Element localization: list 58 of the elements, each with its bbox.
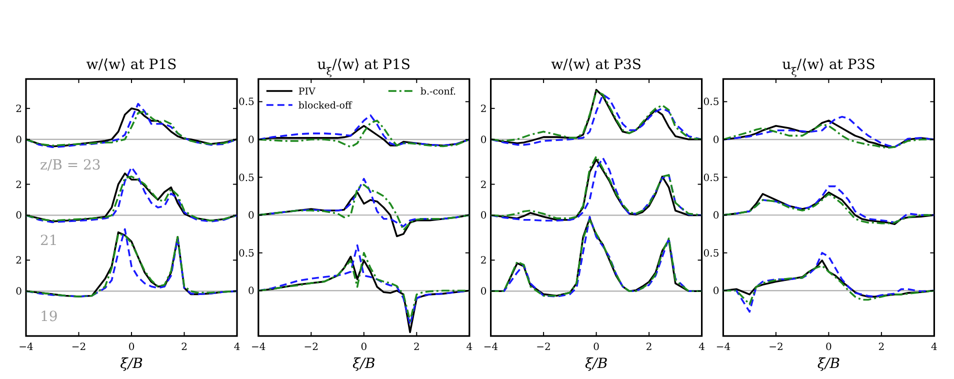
x-tick-label: −4 — [716, 342, 731, 353]
x-axis-title: ξ/B — [584, 356, 608, 372]
legend-label: b.-conf. — [420, 86, 456, 98]
x-tick-label: 2 — [646, 342, 652, 353]
x-tick-label: 0 — [826, 342, 832, 353]
y-tick-label: 0.5 — [238, 248, 254, 260]
x-tick-label: 0 — [128, 342, 135, 353]
x-tick-label: −4 — [483, 342, 498, 353]
x-tick-label: 4 — [234, 342, 240, 353]
x-tick-label: −2 — [71, 342, 86, 353]
x-tick-label: 4 — [466, 342, 473, 353]
y-tick-label: 0 — [16, 286, 22, 298]
annotation: 19 — [40, 309, 58, 325]
y-tick-label: 0.5 — [703, 172, 720, 184]
x-axis-title: ξ/B — [120, 356, 143, 372]
x-tick-label: 4 — [698, 342, 705, 353]
chart-title: w/⟨w⟩ at P3S — [551, 57, 642, 73]
annotation: 21 — [40, 233, 58, 250]
x-tick-label: 2 — [181, 342, 188, 353]
x-axis-title: ξ/B — [817, 356, 840, 372]
annotation: z/B = 23 — [40, 157, 101, 174]
x-tick-label: −4 — [18, 342, 34, 353]
legend-label: PIV — [298, 86, 316, 98]
y-tick-label: 0 — [480, 210, 487, 222]
y-tick-label: 0 — [712, 286, 720, 298]
x-axis-title: ξ/B — [352, 356, 376, 372]
y-tick-label: 0 — [480, 134, 487, 146]
x-tick-label: 0 — [360, 342, 368, 353]
y-tick-label: 0 — [248, 286, 254, 298]
y-tick-label: 0 — [248, 210, 254, 222]
legend-label: blocked-off — [298, 100, 353, 112]
y-tick-label: 0 — [16, 210, 22, 222]
y-tick-label: 0.5 — [238, 172, 254, 184]
y-tick-label: 0.5 — [703, 97, 720, 108]
x-tick-label: 2 — [413, 342, 420, 353]
y-tick-label: 2 — [16, 180, 22, 191]
chart-title: u$_{ξ}$/⟨w⟩ at P1S — [317, 57, 411, 78]
y-tick-label: 0 — [16, 134, 22, 146]
y-tick-label: 0 — [712, 134, 720, 146]
y-tick-label: 0 — [712, 210, 720, 222]
y-tick-label: 2 — [16, 104, 22, 115]
y-tick-label: 0.5 — [703, 248, 720, 260]
chart-title: u$_{ξ}$/⟨w⟩ at P3S — [782, 57, 876, 78]
y-tick-label: 2 — [16, 256, 22, 267]
y-tick-label: 2 — [480, 256, 487, 267]
x-tick-label: 0 — [593, 342, 600, 353]
x-tick-label: −2 — [304, 342, 319, 353]
chart-title: w/⟨w⟩ at P1S — [86, 57, 177, 73]
y-tick-label: 2 — [480, 104, 487, 115]
x-tick-label: 4 — [931, 342, 938, 353]
y-tick-label: 0 — [480, 286, 487, 298]
x-tick-label: −4 — [251, 342, 266, 353]
x-tick-label: −2 — [768, 342, 784, 353]
x-tick-label: 2 — [878, 342, 885, 353]
y-tick-label: 0 — [248, 134, 254, 146]
y-tick-label: 2 — [480, 180, 487, 191]
y-tick-label: 0.5 — [238, 97, 254, 108]
x-tick-label: −2 — [536, 342, 551, 353]
